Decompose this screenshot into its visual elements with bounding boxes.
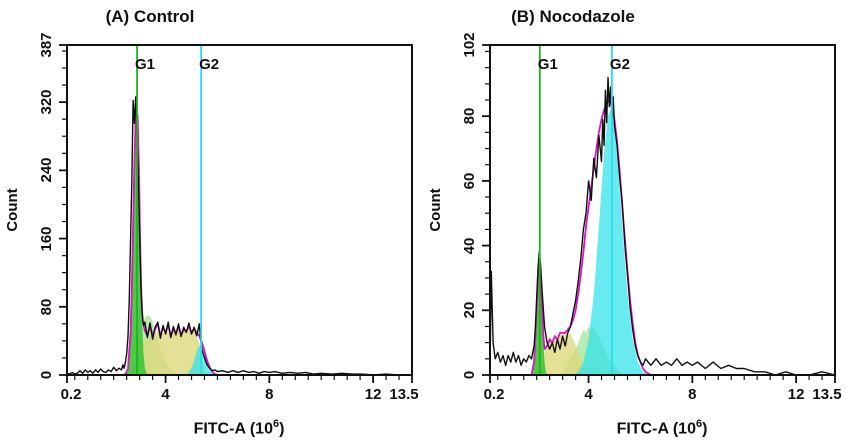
g2-population-fill	[573, 109, 649, 375]
y-tick-label: 0	[461, 370, 478, 380]
y-tick-label: 60	[461, 172, 478, 190]
x-tick-label: 8	[265, 386, 274, 403]
x-axis-label-exponent: 6	[695, 418, 703, 430]
y-axis-label: Count	[4, 188, 21, 232]
histogram-plot-control: G1 G2	[59, 44, 413, 383]
y-tick-label: 40	[461, 237, 478, 254]
g2-population-fill	[186, 344, 219, 375]
y-axis-label: Count	[427, 188, 444, 232]
g2-marker-label: G2	[199, 56, 219, 73]
histogram-plot-nocodazole: G1 G2	[482, 44, 836, 383]
panel-a-title: (A) Control	[105, 7, 195, 26]
raw-data-trace	[489, 76, 836, 376]
x-axis-label: FITC-A (106)	[562, 418, 762, 438]
plot-frame	[489, 44, 836, 376]
x-axis-label-close: )	[702, 420, 708, 438]
plot-frame	[66, 44, 413, 376]
x-axis-label-text: FITC-A (10	[193, 420, 273, 438]
x-tick-label: 13.5	[389, 386, 419, 403]
y-tick-label: 20	[461, 301, 478, 319]
x-tick-label: 0.2	[483, 386, 505, 403]
g2-marker-label: G2	[610, 56, 630, 73]
x-tick-label: 13.5	[812, 386, 842, 403]
y-tick-label: 320	[38, 89, 55, 115]
g1-marker-label: G1	[538, 56, 558, 73]
x-tick-label: 8	[688, 386, 697, 403]
x-tick-label: 12	[787, 386, 805, 403]
y-tick-label: 240	[38, 157, 55, 183]
s-phase-fill	[139, 327, 206, 375]
x-axis-label-exponent: 6	[272, 418, 280, 430]
y-tick-label: 160	[38, 226, 55, 252]
x-tick-label: 12	[364, 386, 382, 403]
y-tick-label: 80	[38, 298, 55, 316]
x-axis-label-text: FITC-A (10	[616, 420, 696, 438]
panel-b-nocodazole: (B) Nocodazole Count G1 G2 FITC-A (106) 0…	[423, 0, 846, 447]
y-tick-label: 80	[461, 107, 478, 125]
x-tick-label: 4	[161, 386, 170, 403]
panel-a-control: (A) Control Count G1 G2 FITC-A (106) 0.2 4…	[0, 0, 423, 447]
x-tick-label: 4	[584, 386, 593, 403]
raw-data-trace	[66, 96, 413, 376]
x-tick-label: 0.2	[60, 386, 82, 403]
y-tick-label: 102	[461, 32, 478, 58]
g1-marker-label: G1	[135, 56, 155, 73]
panel-b-title: (B) Nocodazole	[511, 7, 635, 26]
y-tick-label: 387	[38, 32, 55, 58]
y-tick-label: 0	[38, 370, 55, 380]
x-axis-label: FITC-A (106)	[139, 418, 339, 438]
x-axis-label-close: )	[279, 420, 285, 438]
s-phase-fill	[540, 329, 589, 375]
